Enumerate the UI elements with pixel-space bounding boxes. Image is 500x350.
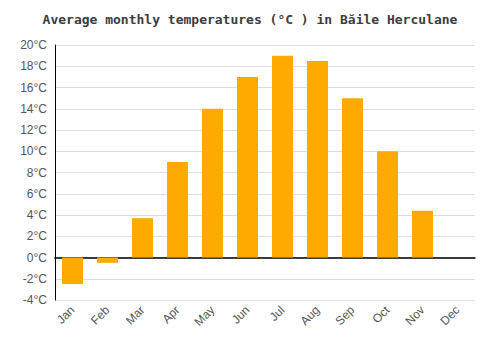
svg-text:-4°C: -4°C xyxy=(23,293,47,307)
svg-text:16°C: 16°C xyxy=(20,81,47,95)
svg-text:Average monthly temperatures (: Average monthly temperatures (°C ) in Bă… xyxy=(43,12,458,27)
svg-text:Jun: Jun xyxy=(229,303,253,327)
svg-text:May: May xyxy=(192,303,218,329)
svg-text:Aug: Aug xyxy=(297,303,322,328)
svg-text:4°C: 4°C xyxy=(27,208,47,222)
svg-text:10°C: 10°C xyxy=(20,144,47,158)
svg-text:20°C: 20°C xyxy=(20,38,47,52)
svg-text:-2°C: -2°C xyxy=(23,272,47,286)
svg-text:Nov: Nov xyxy=(402,303,427,328)
svg-text:0°C: 0°C xyxy=(27,251,47,265)
svg-text:8°C: 8°C xyxy=(27,166,47,180)
svg-text:Dec: Dec xyxy=(437,303,462,328)
svg-text:Mar: Mar xyxy=(123,303,148,327)
svg-text:Jan: Jan xyxy=(54,303,78,327)
svg-text:Sep: Sep xyxy=(332,303,357,328)
svg-text:18°C: 18°C xyxy=(20,59,47,73)
svg-text:Apr: Apr xyxy=(159,303,182,326)
svg-text:12°C: 12°C xyxy=(20,123,47,137)
svg-text:Feb: Feb xyxy=(88,303,113,328)
svg-text:6°C: 6°C xyxy=(27,187,47,201)
svg-text:2°C: 2°C xyxy=(27,229,47,243)
svg-text:14°C: 14°C xyxy=(20,102,47,116)
svg-text:Oct: Oct xyxy=(369,303,393,327)
svg-text:Jul: Jul xyxy=(267,303,288,324)
